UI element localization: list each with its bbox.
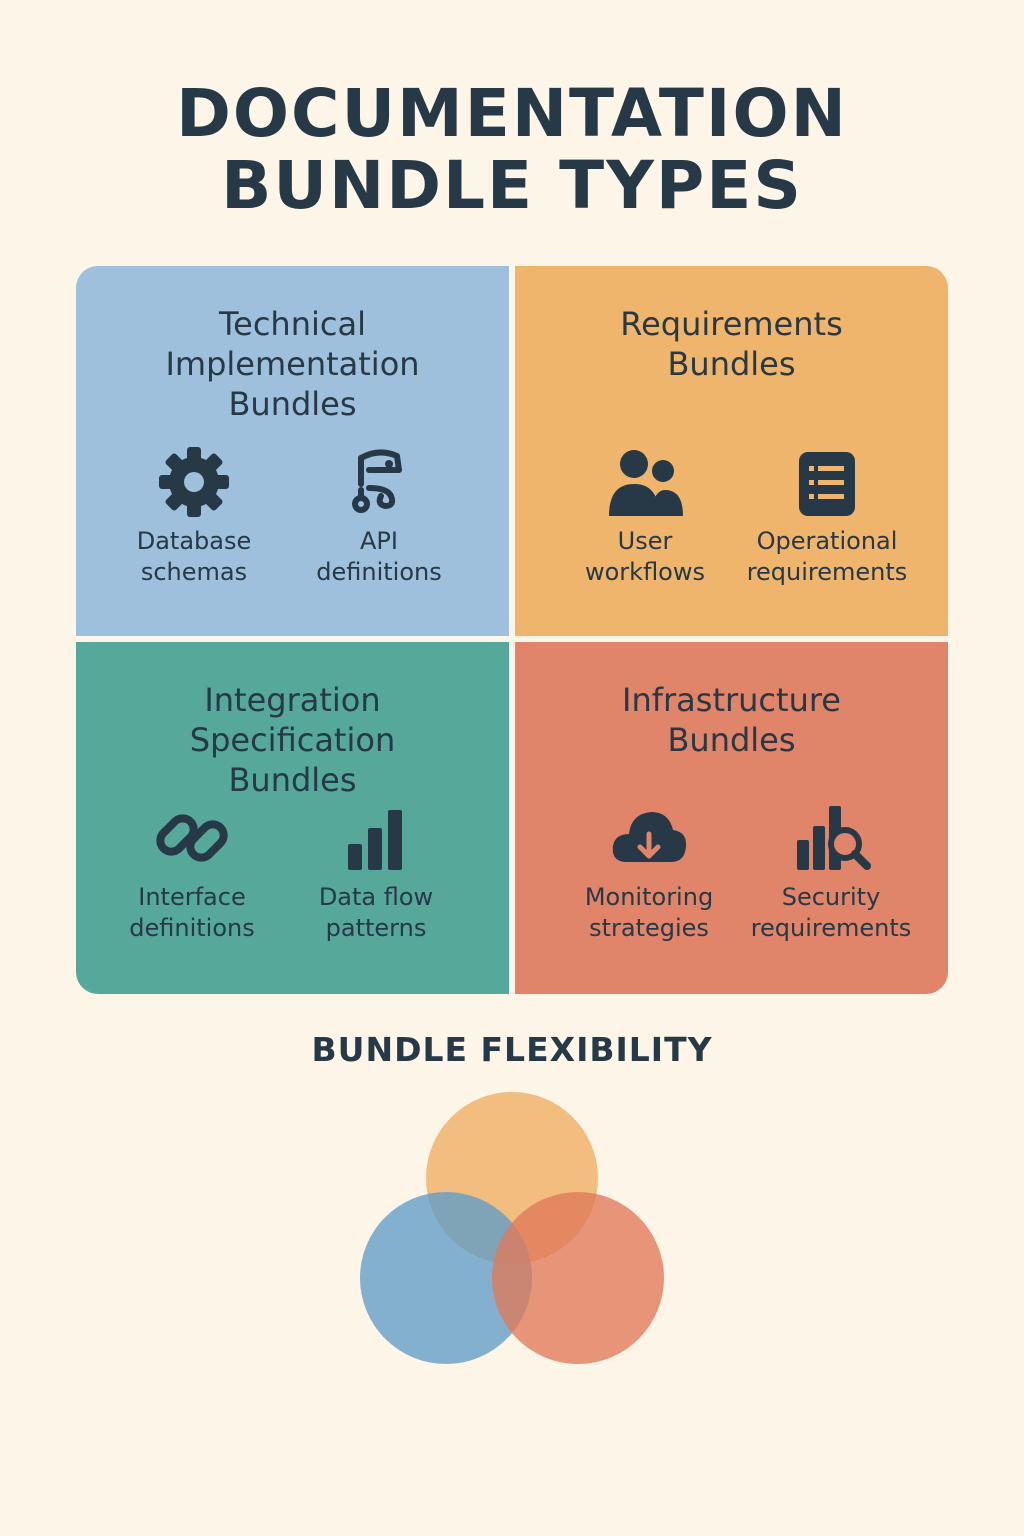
operational-requirements-item: Operational requirements [727, 444, 927, 588]
infrastructure-quadrant: Infrastructure Bundles Monitoring strate… [515, 642, 948, 994]
infrastructure-quadrant-title: Infrastructure Bundles [515, 680, 948, 760]
gear-icon [159, 447, 229, 517]
bundle-types-grid: Technical Implementation Bundles Databas… [76, 266, 948, 994]
integration-title-line-2: Specification [189, 721, 396, 759]
infrastructure-title-line-2: Bundles [667, 721, 796, 759]
integration-specification-quadrant: Integration Specification Bundles Interf… [76, 642, 509, 994]
requirements-quadrant: Requirements Bundles User workflows [515, 266, 948, 636]
interface-definitions-item: Interface definitions [92, 800, 292, 944]
technical-title-line-1: Technical [219, 305, 366, 343]
page-title-line-1: DOCUMENTATION [176, 75, 848, 152]
bar-chart-icon [348, 810, 402, 870]
link-icon [156, 814, 228, 862]
security-requirements-label: Security requirements [750, 883, 912, 942]
monitoring-strategies-label: Monitoring strategies [584, 883, 714, 942]
technical-title-line-2: Implementation [165, 345, 420, 383]
api-definitions-item: API definitions [279, 444, 479, 588]
checklist-icon [799, 452, 855, 516]
user-workflows-label: User workflows [584, 527, 705, 586]
venn-circle-right [492, 1192, 664, 1364]
technical-title-line-3: Bundles [228, 385, 357, 423]
infrastructure-title-line-1: Infrastructure [622, 681, 841, 719]
api-definitions-label: API definitions [316, 527, 442, 586]
page-title-line-2: BUNDLE TYPES [221, 147, 803, 224]
database-schemas-label: Database schemas [136, 527, 252, 586]
chart-search-icon [797, 806, 871, 870]
requirements-title-line-1: Requirements [620, 305, 843, 343]
users-icon [609, 450, 683, 516]
database-schemas-item: Database schemas [94, 444, 294, 588]
cloud-download-icon [612, 812, 687, 862]
requirements-quadrant-title: Requirements Bundles [515, 304, 948, 384]
bundle-flexibility-venn-diagram [360, 1092, 664, 1364]
integration-title-line-1: Integration [204, 681, 381, 719]
data-flow-patterns-item: Data flow patterns [276, 800, 476, 944]
security-requirements-item: Security requirements [731, 800, 931, 944]
interface-definitions-label: Interface definitions [129, 883, 255, 942]
operational-requirements-label: Operational requirements [746, 527, 908, 586]
technical-implementation-quadrant: Technical Implementation Bundles Databas… [76, 266, 509, 636]
integration-title-line-3: Bundles [228, 761, 357, 799]
venn-circle-left [360, 1192, 532, 1364]
monitoring-strategies-item: Monitoring strategies [549, 800, 749, 944]
bundle-flexibility-title: BUNDLE FLEXIBILITY [311, 1030, 713, 1069]
user-workflows-item: User workflows [545, 444, 745, 588]
data-flow-patterns-label: Data flow patterns [318, 883, 434, 942]
requirements-title-line-2: Bundles [667, 345, 796, 383]
api-tool-icon [352, 449, 402, 513]
page-title: DOCUMENTATION BUNDLE TYPES [0, 78, 1024, 222]
integration-quadrant-title: Integration Specification Bundles [76, 680, 509, 800]
technical-quadrant-title: Technical Implementation Bundles [76, 304, 509, 424]
